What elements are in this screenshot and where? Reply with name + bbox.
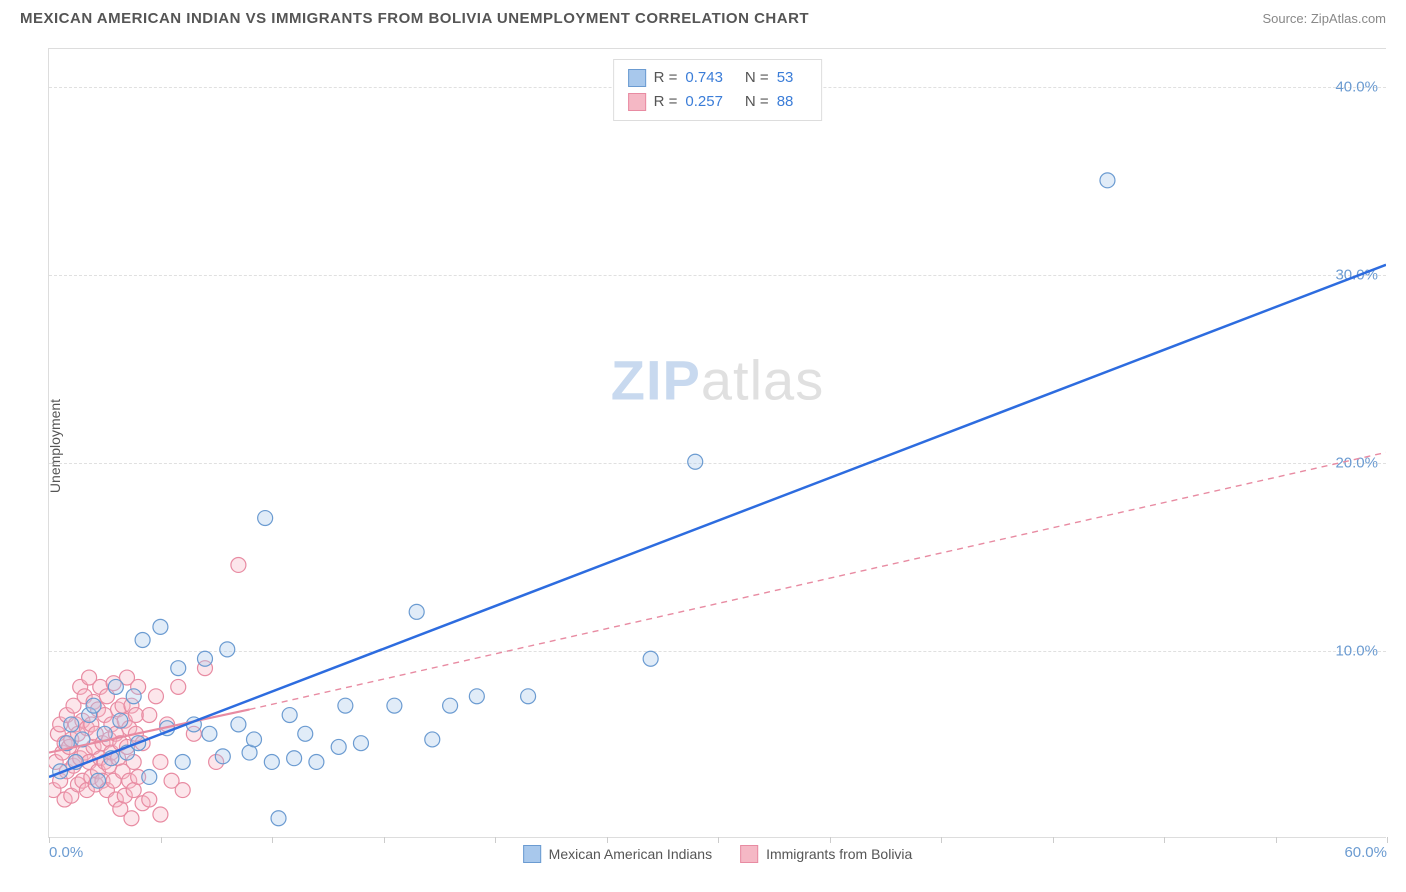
trend-line [49, 265, 1386, 777]
data-point [175, 754, 190, 769]
data-point [142, 769, 157, 784]
legend-swatch [523, 845, 541, 863]
data-point [443, 698, 458, 713]
data-point [264, 754, 279, 769]
x-tick [495, 837, 496, 843]
data-point [215, 749, 230, 764]
legend-swatch [628, 69, 646, 87]
data-point [231, 717, 246, 732]
x-tick [1387, 837, 1388, 843]
data-point [271, 811, 286, 826]
data-point [142, 708, 157, 723]
data-point [64, 717, 79, 732]
source-label: Source: ZipAtlas.com [1262, 11, 1386, 26]
data-point [231, 557, 246, 572]
x-tick [272, 837, 273, 843]
legend-label: Mexican American Indians [549, 846, 712, 862]
data-point [153, 619, 168, 634]
x-tick-label-end: 60.0% [1344, 844, 1387, 861]
n-label: N = [745, 66, 769, 90]
data-point [148, 689, 163, 704]
x-tick [1164, 837, 1165, 843]
data-point [91, 773, 106, 788]
data-point [409, 604, 424, 619]
data-point [425, 732, 440, 747]
data-point [153, 754, 168, 769]
data-point [153, 807, 168, 822]
legend-stats: R = 0.743 N = 53 R = 0.257 N = 88 [613, 59, 823, 121]
data-point [688, 454, 703, 469]
x-tick [941, 837, 942, 843]
data-point [287, 751, 302, 766]
data-point [124, 811, 139, 826]
data-point [309, 754, 324, 769]
data-point [126, 689, 141, 704]
data-point [86, 698, 101, 713]
legend-stat-row: R = 0.257 N = 88 [628, 90, 808, 114]
data-point [202, 726, 217, 741]
legend-series: Mexican American Indians Immigrants from … [523, 845, 913, 863]
n-value: 88 [777, 90, 794, 114]
data-point [128, 708, 143, 723]
legend-label: Immigrants from Bolivia [766, 846, 912, 862]
legend-stat-row: R = 0.743 N = 53 [628, 66, 808, 90]
data-point [338, 698, 353, 713]
x-tick [161, 837, 162, 843]
scatter-plot [49, 49, 1386, 837]
data-point [1100, 173, 1115, 188]
legend-swatch [628, 93, 646, 111]
legend-swatch [740, 845, 758, 863]
legend-item: Mexican American Indians [523, 845, 712, 863]
data-point [247, 732, 262, 747]
x-tick-label-start: 0.0% [49, 844, 83, 861]
data-point [298, 726, 313, 741]
data-point [258, 511, 273, 526]
r-value: 0.743 [685, 66, 723, 90]
data-point [521, 689, 536, 704]
data-point [142, 792, 157, 807]
x-tick [718, 837, 719, 843]
legend-item: Immigrants from Bolivia [740, 845, 912, 863]
data-point [353, 736, 368, 751]
data-point [220, 642, 235, 657]
data-point [108, 679, 123, 694]
x-tick [607, 837, 608, 843]
r-value: 0.257 [685, 90, 723, 114]
data-point [387, 698, 402, 713]
data-point [643, 651, 658, 666]
r-label: R = [654, 66, 678, 90]
trend-line [250, 452, 1386, 709]
data-point [175, 783, 190, 798]
data-point [469, 689, 484, 704]
data-point [197, 651, 212, 666]
chart-title: MEXICAN AMERICAN INDIAN VS IMMIGRANTS FR… [20, 10, 809, 27]
data-point [282, 708, 297, 723]
data-point [171, 679, 186, 694]
x-tick [384, 837, 385, 843]
x-tick [830, 837, 831, 843]
x-tick [49, 837, 50, 843]
data-point [135, 633, 150, 648]
n-label: N = [745, 90, 769, 114]
x-tick [1276, 837, 1277, 843]
chart-area: ZIPatlas R =0.743N =53R =0.257N =88 Mexi… [48, 48, 1386, 838]
r-label: R = [654, 90, 678, 114]
data-point [113, 713, 128, 728]
x-tick [1053, 837, 1054, 843]
data-point [331, 739, 346, 754]
data-point [171, 661, 186, 676]
n-value: 53 [777, 66, 794, 90]
